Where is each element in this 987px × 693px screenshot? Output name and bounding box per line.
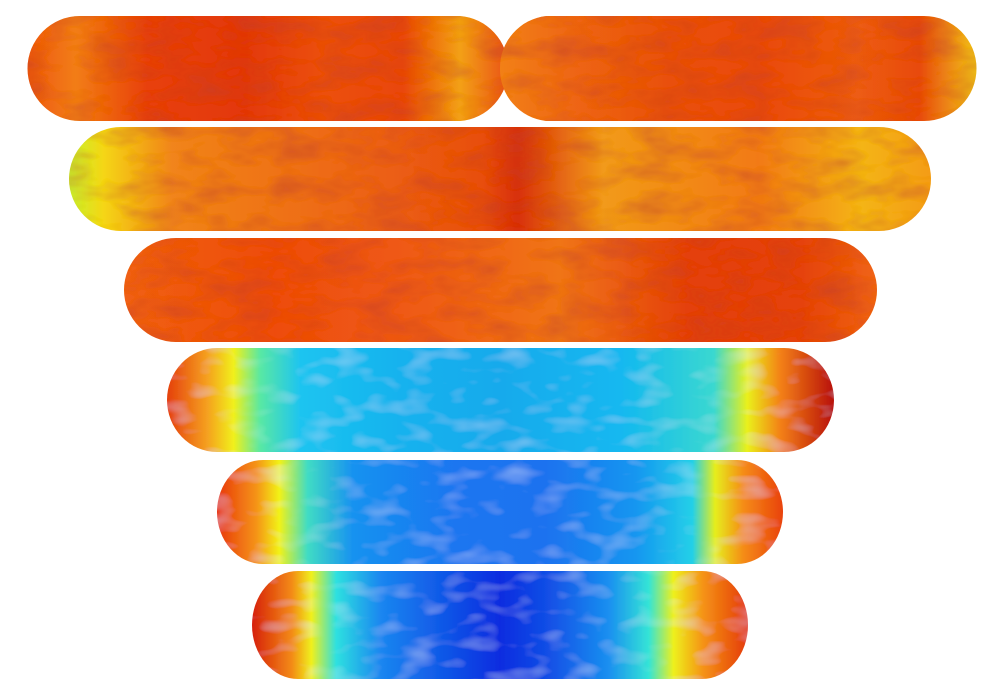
capsule-1-left-half — [27, 16, 509, 121]
capsule-1 — [27, 16, 977, 121]
capsule-3 — [124, 238, 877, 342]
capsule-4 — [167, 348, 834, 452]
capsule-2 — [69, 127, 931, 231]
capsule-5 — [217, 460, 783, 564]
capsule-6 — [252, 571, 748, 679]
capsule-1-right-half — [499, 16, 977, 121]
